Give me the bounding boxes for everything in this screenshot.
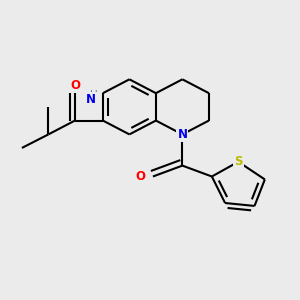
- Text: O: O: [70, 79, 80, 92]
- Text: N: N: [86, 93, 96, 106]
- Text: O: O: [136, 170, 146, 183]
- Text: S: S: [234, 155, 243, 168]
- Text: H: H: [90, 90, 98, 100]
- Text: N: N: [177, 128, 188, 141]
